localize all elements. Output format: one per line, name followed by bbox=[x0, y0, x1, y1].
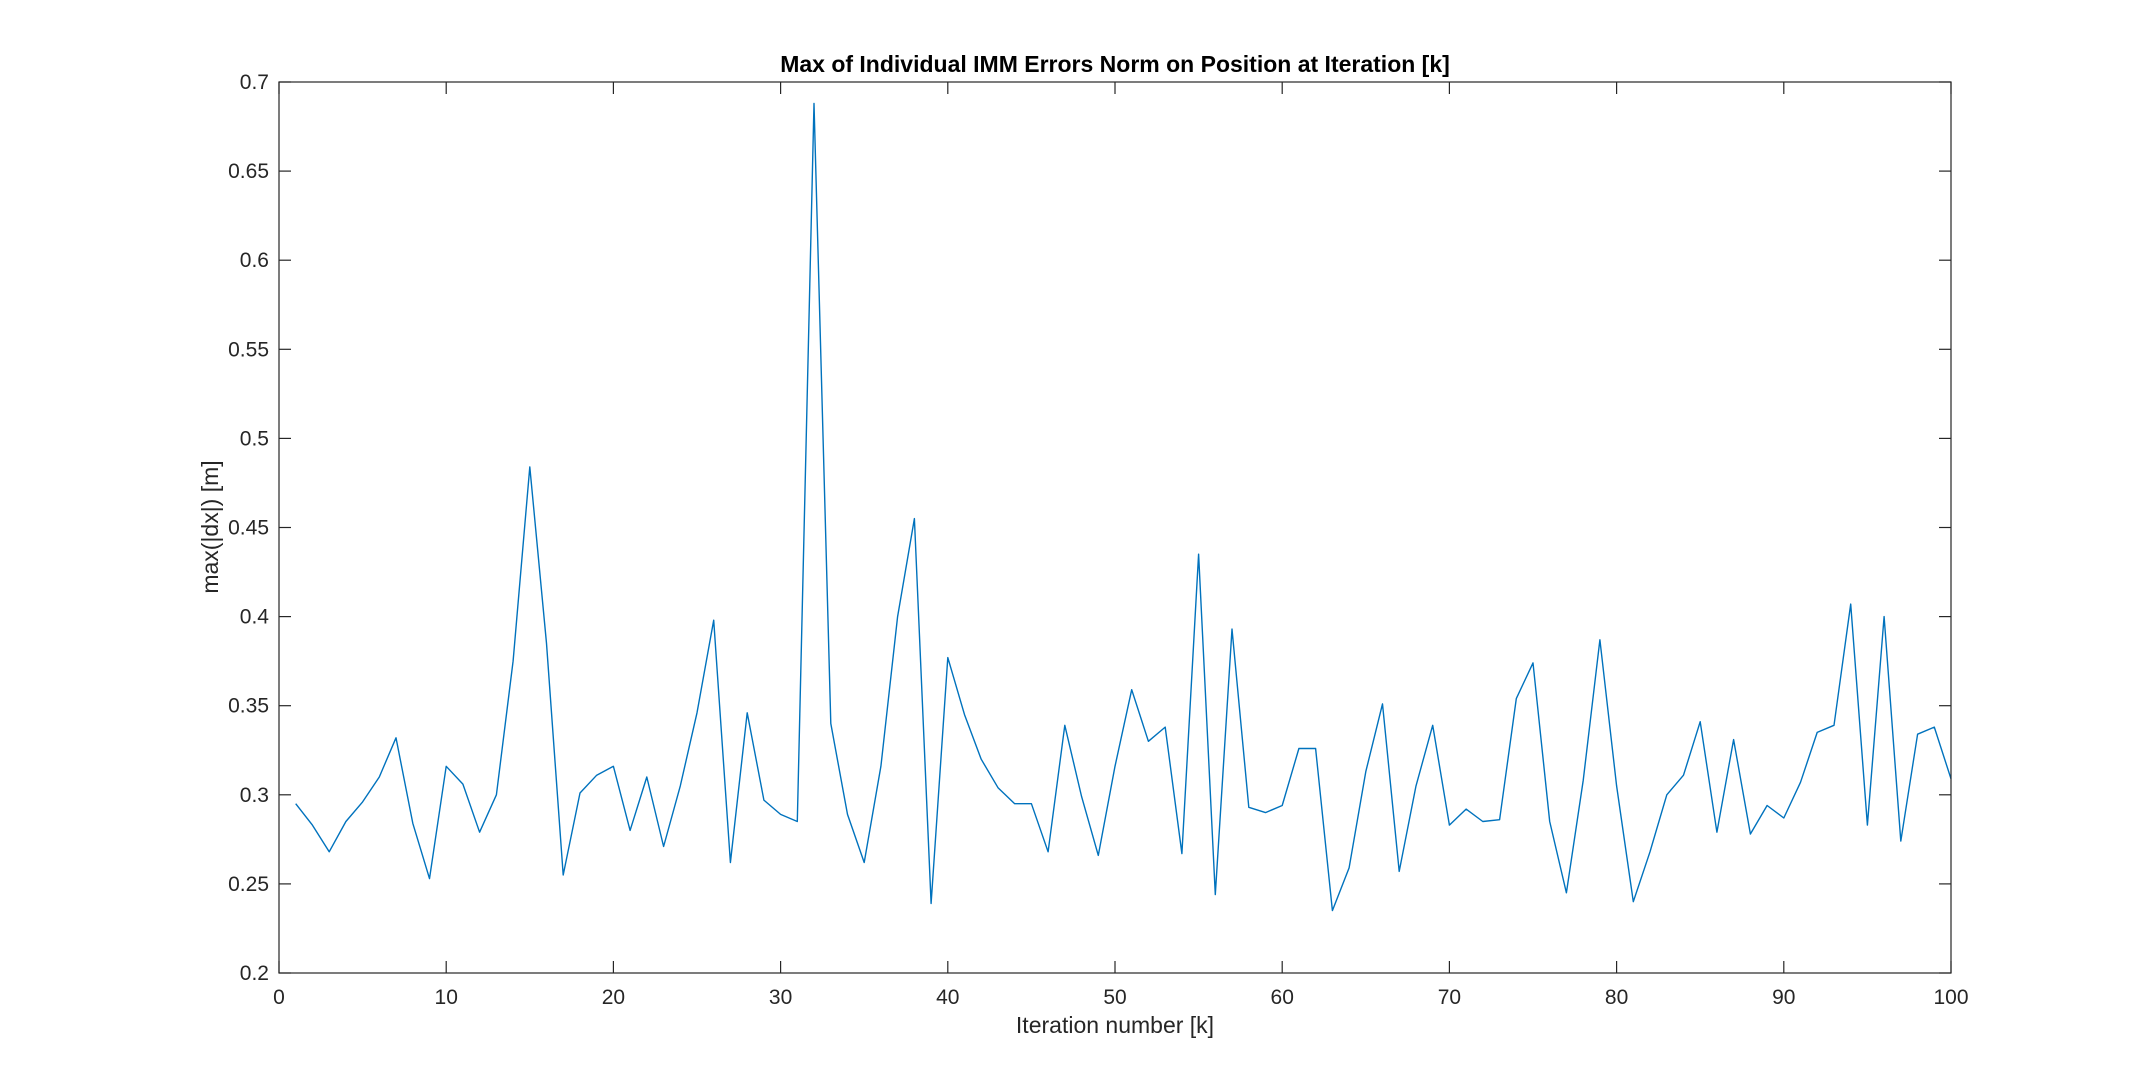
x-tick-label: 10 bbox=[435, 986, 458, 1009]
axis-tick-labels: 0 10 20 30 40 50 60 70 80 90 100 0.2 0.25 0.3 0.35 0.4 0… bbox=[228, 71, 1968, 1009]
y-tick-label: 0.65 bbox=[228, 160, 269, 183]
x-tick-label: 90 bbox=[1772, 986, 1795, 1009]
y-tick-label: 0.7 bbox=[240, 71, 269, 94]
y-tick-label: 0.5 bbox=[240, 427, 269, 450]
axes-box bbox=[278, 81, 1952, 974]
y-tick-label: 0.55 bbox=[228, 338, 269, 361]
y-axis-label: max(|dx|) [m] bbox=[197, 460, 223, 593]
y-tick-label: 0.45 bbox=[228, 517, 269, 540]
x-tick-label: 20 bbox=[602, 986, 625, 1009]
x-tick-label: 40 bbox=[936, 986, 959, 1009]
chart-title: Max of Individual IMM Errors Norm on Pos… bbox=[780, 51, 1450, 77]
x-tick-label: 50 bbox=[1103, 986, 1126, 1009]
y-tick-label: 0.4 bbox=[240, 606, 270, 629]
y-tick-label: 0.6 bbox=[240, 249, 269, 272]
x-tick-label: 60 bbox=[1271, 986, 1294, 1009]
series-line bbox=[295, 102, 1952, 912]
plot-area-background bbox=[279, 82, 1951, 973]
y-tick-label: 0.35 bbox=[228, 695, 269, 718]
x-tick-label: 80 bbox=[1605, 986, 1628, 1009]
x-tick-label: 70 bbox=[1438, 986, 1461, 1009]
y-tick-label: 0.25 bbox=[228, 873, 269, 896]
x-tick-label: 30 bbox=[769, 986, 792, 1009]
y-tick-label: 0.3 bbox=[240, 784, 269, 807]
x-axis-label: Iteration number [k] bbox=[1016, 1012, 1214, 1038]
x-tick-label: 0 bbox=[273, 986, 285, 1009]
x-tick-label: 100 bbox=[1933, 986, 1968, 1009]
series-layer bbox=[295, 102, 1952, 912]
y-tick-label: 0.2 bbox=[240, 962, 269, 985]
